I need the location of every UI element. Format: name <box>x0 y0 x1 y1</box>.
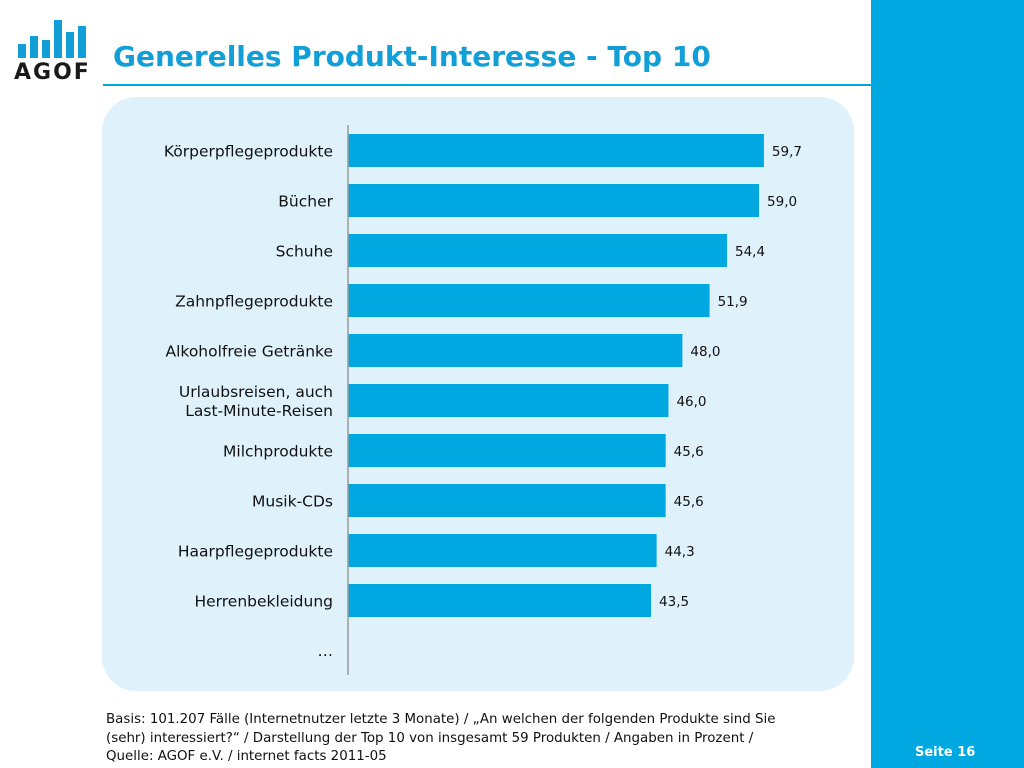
basis-line: (sehr) interessiert?“ / Darstellung der … <box>106 730 754 746</box>
value-label: 45,6 <box>674 444 704 460</box>
bar <box>348 534 657 567</box>
category-label: Schuhe <box>276 243 333 261</box>
category-label: Haarpflegeprodukte <box>178 543 333 561</box>
bar <box>348 134 764 167</box>
bar <box>348 234 727 267</box>
category-label: Körperpflegeprodukte <box>164 143 333 161</box>
category-label: Herrenbekleidung <box>194 593 333 611</box>
value-label: 59,0 <box>767 194 797 210</box>
value-label: 43,5 <box>659 594 689 610</box>
bar <box>348 284 710 317</box>
value-label: 48,0 <box>690 344 720 360</box>
category-label: Last-Minute-Reisen <box>185 402 333 420</box>
category-label: … <box>318 642 334 660</box>
page-title: Generelles Produkt-Interesse - Top 10 <box>113 40 711 73</box>
value-label: 46,0 <box>676 394 706 410</box>
bar-chart: 59,7 Körperpflegeprodukte 59,0 Bücher 54,4 Sc… <box>164 125 802 675</box>
bar <box>348 434 666 467</box>
bar <box>348 334 683 367</box>
basis-note: Basis: 101.207 Fälle (Internetnutzer let… <box>106 711 846 767</box>
category-label: Zahnpflegeprodukte <box>175 293 333 311</box>
basis-line: Quelle: AGOF e.V. / internet facts 2011-… <box>106 749 387 764</box>
bar <box>348 184 760 217</box>
page-number: Seite 16 <box>915 745 976 760</box>
category-label: Milchprodukte <box>223 443 333 461</box>
value-label: 51,9 <box>718 294 748 310</box>
bar <box>348 484 666 517</box>
category-label: Musik-CDs <box>252 493 333 511</box>
value-label: 59,7 <box>772 144 802 160</box>
value-label: 45,6 <box>674 494 704 510</box>
category-label: Urlaubsreisen, auch <box>179 383 333 401</box>
category-label: Bücher <box>278 193 333 211</box>
bar <box>348 584 652 617</box>
bar <box>348 384 669 417</box>
agof-logo-icon <box>18 20 86 58</box>
title-divider <box>103 84 871 86</box>
category-label: Alkoholfreie Getränke <box>165 343 333 361</box>
logo-text: AGOF <box>14 60 91 85</box>
value-label: 54,4 <box>735 244 765 260</box>
basis-line: Basis: 101.207 Fälle (Internetnutzer let… <box>106 712 776 727</box>
value-label: 44,3 <box>665 544 695 560</box>
right-accent-band <box>871 0 1024 768</box>
